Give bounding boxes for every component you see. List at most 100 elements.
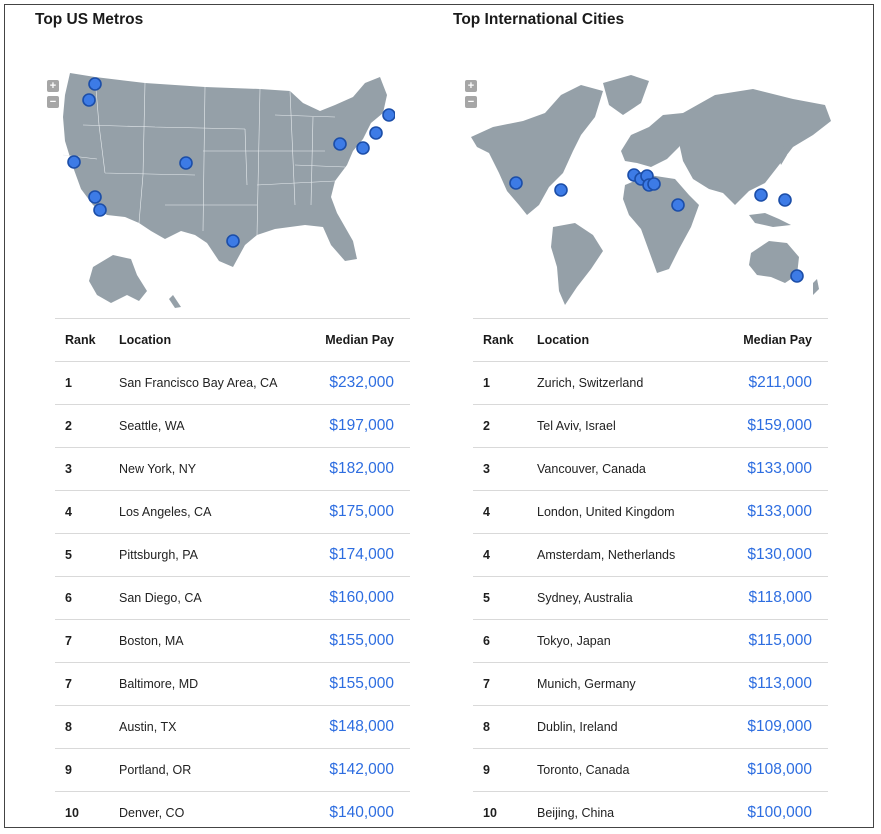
intl-zoom-out-button[interactable]: − [465,96,477,108]
rank-cell: 6 [483,634,490,648]
minus-icon: − [49,96,57,108]
table-header-row: Rank Location Median Pay [55,318,410,361]
location-header: Location [537,333,590,347]
marker-beijing [754,188,768,202]
median-pay-cell: $113,000 [748,675,813,692]
median-pay-cell: $108,000 [747,761,812,778]
us-metros-table: Rank Location Median Pay 1 San Francisco … [55,318,410,834]
location-cell: San Francisco Bay Area, CA [119,376,278,390]
rank-cell: 7 [65,634,72,648]
rank-cell: 7 [65,677,72,691]
table-row: 1 Zurich, Switzerland $211,000 [473,361,828,404]
world-map-svg [471,75,831,305]
median-pay-cell: $133,000 [747,460,812,477]
australia-land [749,241,799,283]
plus-icon: + [49,80,57,92]
median-pay-cell: $140,000 [329,804,394,821]
median-pay-cell: $115,000 [748,632,813,649]
rank-cell: 6 [65,591,72,605]
rank-cell: 1 [65,376,72,390]
us-map-svg [62,73,395,308]
location-cell: Austin, TX [119,720,177,734]
us-map[interactable]: + − [35,55,395,310]
marker-munich [647,177,661,191]
table-row: 4 Amsterdam, Netherlands $130,000 [473,533,828,576]
table-row: 1 San Francisco Bay Area, CA $232,000 [55,361,410,404]
intl-zoom-in-button[interactable]: + [465,80,477,92]
asia-land [679,89,831,205]
intl-cities-title: Top International Cities [453,11,625,28]
table-row: 3 New York, NY $182,000 [55,447,410,490]
world-map[interactable]: + − [453,55,838,310]
median-pay-cell: $100,000 [747,804,812,821]
location-header: Location [119,333,172,347]
median-pay-cell: $130,000 [747,546,812,563]
rank-cell: 7 [483,677,490,691]
marker-vancouver [509,176,523,190]
marker-los-angeles [88,190,102,204]
rank-cell: 1 [483,376,490,390]
us-contiguous-land [63,73,387,267]
rank-cell: 10 [65,806,79,820]
marker-denver [179,156,193,170]
table-row: 6 Tokyo, Japan $115,000 [473,619,828,662]
us-markers [67,77,395,248]
europe-land [621,113,689,167]
hawaii-land [169,295,181,308]
table-row: 7 Baltimore, MD $155,000 [55,662,410,705]
marker-new-york [369,126,383,140]
median-pay-cell: $174,000 [329,546,394,563]
table-row: 9 Toronto, Canada $108,000 [473,748,828,791]
location-cell: Baltimore, MD [119,677,199,691]
table-row: 2 Tel Aviv, Israel $159,000 [473,404,828,447]
intl-markers [509,168,804,283]
location-cell: San Diego, CA [119,591,202,605]
africa-land [623,175,699,273]
median-pay-cell: $182,000 [329,460,394,477]
table-row: 4 London, United Kingdom $133,000 [473,490,828,533]
location-cell: Beijing, China [537,806,615,820]
rank-cell: 9 [65,763,72,777]
marker-pittsburgh [333,137,347,151]
table-row: 10 Denver, CO $140,000 [55,791,410,834]
rank-cell: 4 [483,548,490,562]
location-cell: Zurich, Switzerland [537,376,644,390]
table-row: 3 Vancouver, Canada $133,000 [473,447,828,490]
south-america-land [551,223,603,305]
location-cell: Los Angeles, CA [119,505,212,519]
us-zoom-in-button[interactable]: + [47,80,59,92]
location-cell: Pittsburgh, PA [119,548,198,562]
median-pay-cell: $155,000 [329,632,394,649]
us-zoom-out-button[interactable]: − [47,96,59,108]
rank-cell: 4 [483,505,490,519]
table-row: 7 Munich, Germany $113,000 [473,662,828,705]
rank-cell: 3 [65,462,72,476]
location-cell: New York, NY [119,462,197,476]
location-cell: Vancouver, Canada [537,462,646,476]
rank-cell: 3 [483,462,490,476]
median-pay-cell: $133,000 [747,503,812,520]
marker-sf-bay-area [67,155,81,169]
location-cell: Portland, OR [119,763,192,777]
page-frame: Top US Metros [4,4,874,828]
table-row: 9 Portland, OR $142,000 [55,748,410,791]
marker-toronto [554,183,568,197]
table-row: 8 Dublin, Ireland $109,000 [473,705,828,748]
plus-icon: + [467,80,475,92]
location-cell: Tokyo, Japan [537,634,611,648]
location-cell: Boston, MA [119,634,184,648]
location-cell: London, United Kingdom [537,505,675,519]
location-cell: Tel Aviv, Israel [537,419,616,433]
rank-cell: 5 [65,548,72,562]
indonesia-land [749,213,791,227]
marker-tel-aviv [671,198,685,212]
table-row: 6 San Diego, CA $160,000 [55,576,410,619]
table-row: 2 Seattle, WA $197,000 [55,404,410,447]
median-pay-cell: $211,000 [748,374,813,391]
table-row: 5 Sydney, Australia $118,000 [473,576,828,619]
table-row: 10 Beijing, China $100,000 [473,791,828,834]
table-row: 8 Austin, TX $148,000 [55,705,410,748]
rank-cell: 10 [483,806,497,820]
rank-cell: 2 [65,419,72,433]
rank-cell: 8 [65,720,72,734]
